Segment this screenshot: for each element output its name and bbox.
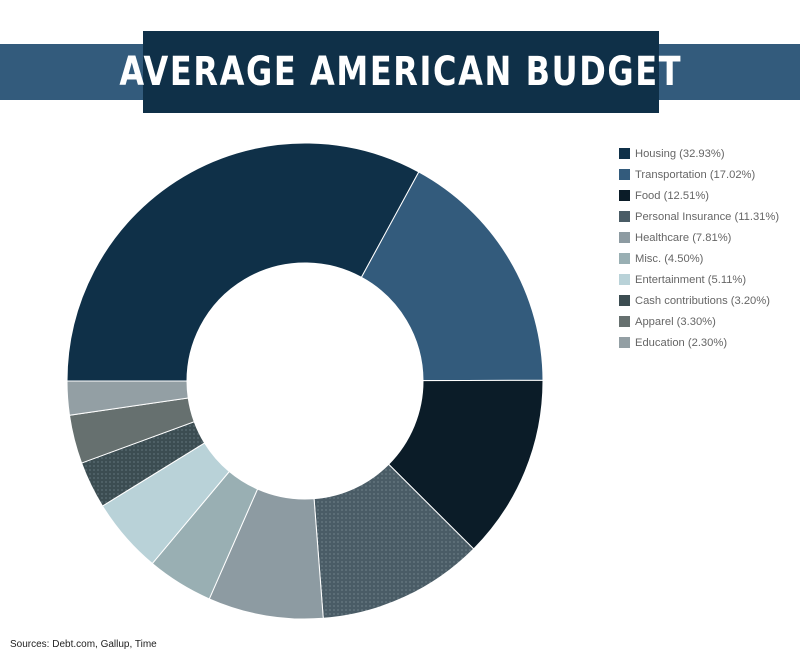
legend-label: Misc. (4.50%) <box>635 252 704 265</box>
title-box: AVERAGE AMERICAN BUDGET <box>120 31 681 113</box>
legend-item: Entertainment (5.11%) <box>619 269 797 290</box>
legend-item: Food (12.51%) <box>619 185 797 206</box>
legend-label: Cash contributions (3.20%) <box>635 294 770 307</box>
legend-swatch <box>619 232 630 243</box>
legend-item: Healthcare (7.81%) <box>619 227 797 248</box>
source-note: Sources: Debt.com, Gallup, Time <box>10 639 157 650</box>
donut-slices <box>66 142 544 620</box>
legend-swatch <box>619 253 630 264</box>
legend-label: Apparel (3.30%) <box>635 315 716 328</box>
legend-label: Transportation (17.02%) <box>635 168 756 181</box>
legend-item: Personal Insurance (11.31%) <box>619 206 797 227</box>
chart-title: AVERAGE AMERICAN BUDGET <box>119 49 683 95</box>
legend-swatch <box>619 211 630 222</box>
legend-label: Healthcare (7.81%) <box>635 231 732 244</box>
legend-item: Education (2.30%) <box>619 332 797 353</box>
legend-swatch <box>619 274 630 285</box>
legend-item: Transportation (17.02%) <box>619 164 797 185</box>
chart-legend: Housing (32.93%) Transportation (17.02%) F… <box>619 143 797 353</box>
legend-item: Housing (32.93%) <box>619 143 797 164</box>
legend-item: Cash contributions (3.20%) <box>619 290 797 311</box>
donut-slice <box>66 380 189 416</box>
legend-swatch <box>619 295 630 306</box>
legend-swatch <box>619 316 630 327</box>
legend-label: Personal Insurance (11.31%) <box>635 210 780 223</box>
legend-swatch <box>619 337 630 348</box>
legend-label: Housing (32.93%) <box>635 147 725 160</box>
legend-swatch <box>619 148 630 159</box>
donut-slice <box>66 142 420 382</box>
legend-item: Apparel (3.30%) <box>619 311 797 332</box>
donut-slice <box>360 171 544 382</box>
legend-label: Education (2.30%) <box>635 336 728 349</box>
legend-swatch <box>619 190 630 201</box>
legend-item: Misc. (4.50%) <box>619 248 797 269</box>
legend-label: Entertainment (5.11%) <box>635 273 747 286</box>
legend-label: Food (12.51%) <box>635 189 710 202</box>
legend-swatch <box>619 169 630 180</box>
